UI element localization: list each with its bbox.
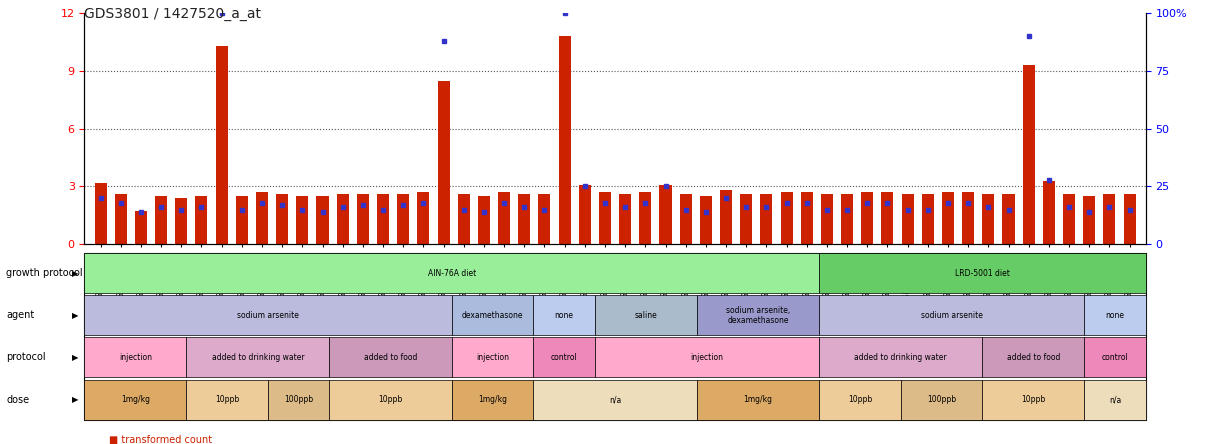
Bar — [660, 185, 672, 244]
Text: injection: injection — [690, 353, 724, 362]
Text: control: control — [551, 353, 578, 362]
Text: none: none — [555, 311, 574, 320]
Bar — [780, 192, 792, 244]
Text: AIN-76A diet: AIN-76A diet — [428, 269, 476, 278]
Text: ▶: ▶ — [72, 395, 78, 404]
Bar — [195, 196, 207, 244]
Bar — [821, 194, 833, 244]
Bar — [579, 185, 591, 244]
Bar — [519, 194, 531, 244]
Text: injection: injection — [476, 353, 509, 362]
Text: added to food: added to food — [1007, 353, 1060, 362]
Text: ▶: ▶ — [72, 311, 78, 320]
Text: 1mg/kg: 1mg/kg — [121, 395, 150, 404]
Text: growth protocol: growth protocol — [6, 268, 83, 278]
Bar — [316, 196, 328, 244]
Bar — [256, 192, 268, 244]
Text: sodium arsenite: sodium arsenite — [238, 311, 299, 320]
Text: dose: dose — [6, 395, 29, 404]
Bar — [902, 194, 914, 244]
Bar — [1062, 194, 1075, 244]
Bar — [94, 182, 106, 244]
Bar — [882, 192, 894, 244]
Text: sodium arsenite: sodium arsenite — [921, 311, 983, 320]
Text: LRD-5001 diet: LRD-5001 diet — [955, 269, 1009, 278]
Text: agent: agent — [6, 310, 34, 320]
Bar — [801, 192, 813, 244]
Text: 1mg/kg: 1mg/kg — [478, 395, 507, 404]
Text: saline: saline — [634, 311, 657, 320]
Bar — [458, 194, 470, 244]
Text: 10ppb: 10ppb — [1021, 395, 1046, 404]
Text: added to drinking water: added to drinking water — [211, 353, 304, 362]
Bar — [1023, 65, 1035, 244]
Bar — [357, 194, 369, 244]
Bar — [599, 192, 611, 244]
Text: 100ppb: 100ppb — [927, 395, 956, 404]
Text: sodium arsenite,
dexamethasone: sodium arsenite, dexamethasone — [726, 305, 790, 325]
Text: none: none — [1106, 311, 1124, 320]
Bar — [156, 196, 168, 244]
Text: n/a: n/a — [609, 395, 621, 404]
Text: protocol: protocol — [6, 353, 46, 362]
Text: 10ppb: 10ppb — [848, 395, 872, 404]
Bar — [982, 194, 995, 244]
Bar — [135, 211, 147, 244]
Bar — [397, 194, 409, 244]
Text: injection: injection — [119, 353, 152, 362]
Text: added to drinking water: added to drinking water — [855, 353, 947, 362]
Bar — [115, 194, 127, 244]
Text: control: control — [1102, 353, 1129, 362]
Bar — [740, 194, 753, 244]
Text: n/a: n/a — [1110, 395, 1122, 404]
Bar — [841, 194, 853, 244]
Bar — [175, 198, 187, 244]
Bar — [417, 192, 429, 244]
Bar — [297, 196, 309, 244]
Text: ▶: ▶ — [72, 269, 78, 278]
Bar — [962, 192, 974, 244]
Text: ▶: ▶ — [72, 353, 78, 362]
Text: added to food: added to food — [364, 353, 417, 362]
Text: GDS3801 / 1427520_a_at: GDS3801 / 1427520_a_at — [84, 7, 262, 21]
Text: 1mg/kg: 1mg/kg — [743, 395, 772, 404]
Text: 10ppb: 10ppb — [215, 395, 240, 404]
Bar — [478, 196, 490, 244]
Bar — [276, 194, 288, 244]
Text: 10ppb: 10ppb — [379, 395, 403, 404]
Text: dexamethasone: dexamethasone — [462, 311, 523, 320]
Text: ■ transformed count: ■ transformed count — [109, 435, 212, 444]
Bar — [699, 196, 712, 244]
Bar — [1002, 194, 1014, 244]
Bar — [498, 192, 510, 244]
Bar — [921, 194, 933, 244]
Bar — [639, 192, 651, 244]
Bar — [861, 192, 873, 244]
Bar — [377, 194, 390, 244]
Bar — [619, 194, 631, 244]
Bar — [1103, 194, 1116, 244]
Bar — [680, 194, 692, 244]
Text: 100ppb: 100ppb — [285, 395, 314, 404]
Bar — [216, 46, 228, 244]
Bar — [558, 36, 570, 244]
Bar — [538, 194, 550, 244]
Bar — [235, 196, 248, 244]
Bar — [760, 194, 772, 244]
Bar — [1083, 196, 1095, 244]
Bar — [720, 190, 732, 244]
Bar — [1124, 194, 1136, 244]
Bar — [942, 192, 954, 244]
Bar — [336, 194, 349, 244]
Bar — [438, 81, 450, 244]
Bar — [1043, 181, 1055, 244]
